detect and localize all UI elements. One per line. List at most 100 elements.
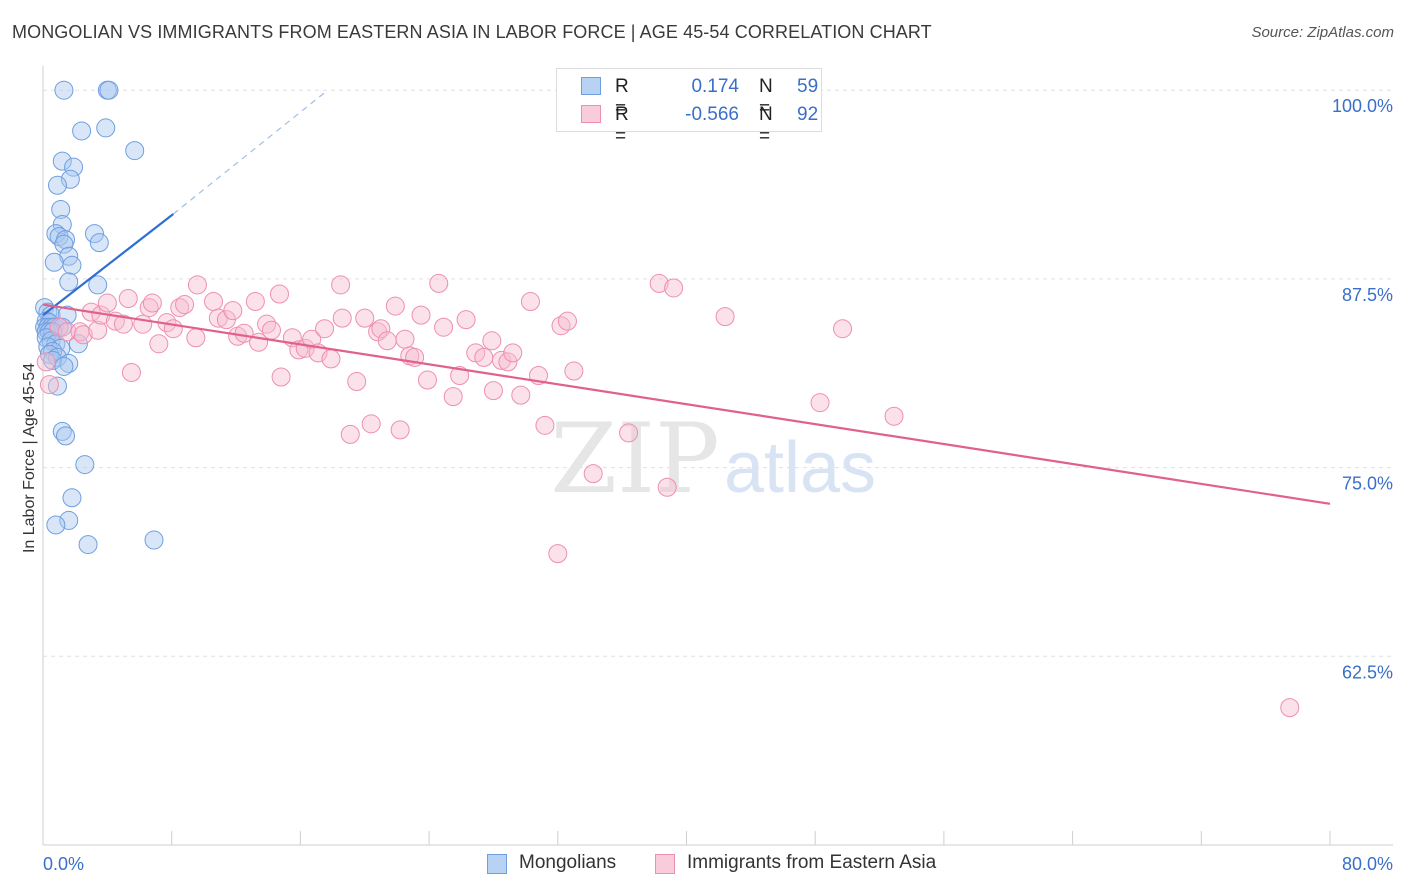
immigrants-point <box>443 387 463 407</box>
immigrants-point <box>371 319 391 339</box>
y-tick-label: 100.0% <box>1332 96 1393 116</box>
immigrants-point <box>390 420 410 440</box>
immigrants-point <box>223 301 243 321</box>
mongolians-point <box>43 350 63 370</box>
immigrants-point <box>57 322 77 342</box>
mongolians-point <box>59 272 79 292</box>
mongolians-point <box>56 426 76 446</box>
mongolians-point <box>51 199 71 219</box>
immigrants-point <box>113 314 133 334</box>
immigrants-point <box>269 284 289 304</box>
series-legend: Mongolians Immigrants from Eastern Asia <box>0 852 1406 878</box>
mongolians-point <box>54 234 74 254</box>
mongolians-point <box>88 275 108 295</box>
mongolians-point <box>62 255 82 275</box>
mongolians-point <box>75 455 95 475</box>
mongolians-point <box>78 535 98 555</box>
legend-r-value: 0.174 <box>691 76 739 97</box>
source-label: Source: ZipAtlas.com <box>1251 24 1394 41</box>
immigrants-point <box>118 289 138 309</box>
mongolians-point <box>52 151 72 171</box>
immigrants-point <box>187 275 207 295</box>
mongolians-point <box>84 224 104 244</box>
legend-n-value: 92 <box>797 104 819 125</box>
mongolians-point <box>72 121 92 141</box>
mongolians-point <box>64 157 84 177</box>
legend-n-label: N = <box>759 76 773 119</box>
immigrants-point <box>520 292 540 312</box>
mongolians-point <box>60 169 80 189</box>
immigrants-point <box>331 275 351 295</box>
immigrants-point <box>557 311 577 331</box>
chart-title: MONGOLIAN VS IMMIGRANTS FROM EASTERN ASI… <box>12 22 932 42</box>
mongolians-point <box>68 334 88 354</box>
immigrants-point <box>332 308 352 328</box>
immigrants-point <box>315 319 335 339</box>
immigrants-point <box>1280 698 1300 718</box>
immigrants-point <box>657 477 677 497</box>
x-tick-label-min: 0.0% <box>43 854 84 874</box>
immigrants-point <box>511 385 531 405</box>
immigrants-point <box>377 331 397 351</box>
mongolians-point <box>54 356 74 376</box>
immigrants-point <box>39 375 59 395</box>
immigrants-point <box>88 320 108 340</box>
x-tick-label-max: 80.0% <box>1342 854 1393 874</box>
immigrants-point <box>535 415 555 435</box>
axes <box>42 66 1393 846</box>
immigrants-point <box>385 296 405 316</box>
immigrants-point <box>36 352 56 372</box>
immigrants-point <box>163 319 183 339</box>
mongolians-point <box>47 376 67 396</box>
immigrants-point <box>456 310 476 330</box>
legend-swatch-blue <box>581 77 601 95</box>
immigrants-point <box>498 352 518 372</box>
mongolians-trend-extension <box>172 89 329 215</box>
legend-r-label: R = <box>615 104 629 147</box>
immigrants-point <box>474 347 494 367</box>
legend-r-label: R = <box>615 76 629 119</box>
legend-swatch-pink <box>655 854 675 874</box>
watermark-zip: ZIP <box>550 403 719 515</box>
legend-r-value: -0.566 <box>685 104 739 125</box>
immigrants-point <box>245 292 265 312</box>
immigrants-point <box>411 305 431 325</box>
y-tick-label: 87.5% <box>1342 285 1393 305</box>
immigrants-point <box>142 293 162 313</box>
immigrants-point <box>564 361 584 381</box>
immigrants-point <box>664 278 684 298</box>
immigrants-point <box>133 314 153 334</box>
immigrants-point <box>175 295 195 315</box>
y-tick-label: 75.0% <box>1342 474 1393 494</box>
mongolians-point <box>96 118 116 138</box>
mongolians-point <box>144 530 164 550</box>
immigrants-point <box>121 362 141 382</box>
immigrants-point <box>97 293 117 313</box>
immigrants-point <box>361 414 381 434</box>
immigrants-point <box>261 320 281 340</box>
immigrants-point <box>715 307 735 327</box>
immigrants-point <box>649 273 669 293</box>
immigrants-point <box>429 273 449 293</box>
immigrants-point <box>884 406 904 426</box>
y-tick-label: 62.5% <box>1342 662 1393 682</box>
immigrants-point <box>483 381 503 401</box>
legend-n-label: N = <box>759 104 773 147</box>
immigrants-point <box>450 366 470 386</box>
immigrants-point <box>548 544 568 564</box>
mongolians-point <box>47 175 67 195</box>
immigrants-trend-line <box>42 303 1331 505</box>
mongolians-point <box>62 488 82 508</box>
immigrants-point <box>417 370 437 390</box>
mongolians-points <box>35 80 164 555</box>
immigrants-point <box>583 464 603 484</box>
immigrants-point <box>73 325 93 345</box>
trend-lines <box>42 89 1331 505</box>
legend-label-immigrants: Immigrants from Eastern Asia <box>687 852 937 873</box>
mongolians-point <box>46 224 66 244</box>
legend-n-value: 59 <box>797 76 819 97</box>
immigrants-point <box>491 350 511 370</box>
watermark-atlas: atlas <box>724 428 876 508</box>
mongolians-point <box>44 252 64 272</box>
